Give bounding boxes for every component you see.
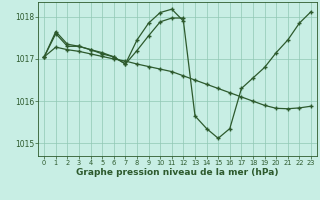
X-axis label: Graphe pression niveau de la mer (hPa): Graphe pression niveau de la mer (hPa) <box>76 168 279 177</box>
